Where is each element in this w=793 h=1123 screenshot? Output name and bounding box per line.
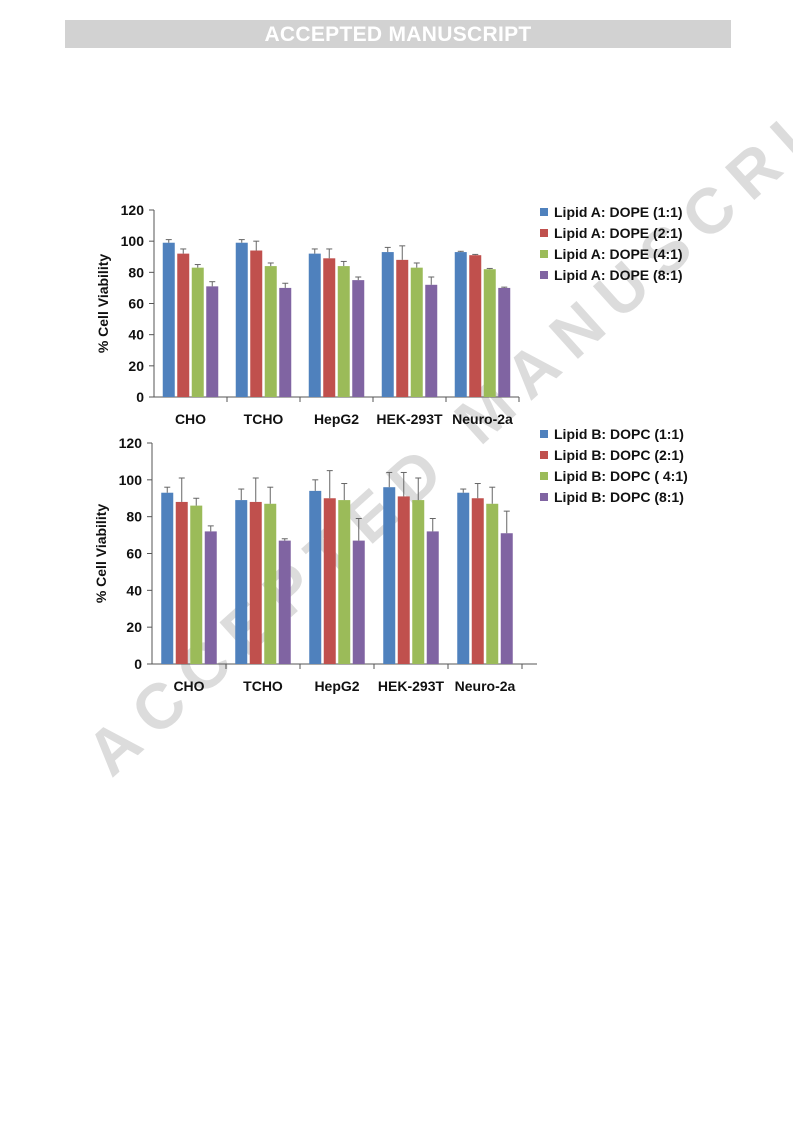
y-tick-label: 80	[128, 264, 144, 280]
bar	[204, 531, 217, 664]
y-tick-label: 40	[128, 327, 144, 343]
y-axis-label: % Cell Viability	[95, 254, 111, 354]
legend-swatch	[540, 250, 548, 258]
y-tick-label: 20	[126, 619, 142, 635]
bar	[426, 531, 439, 664]
bar	[264, 266, 277, 397]
y-tick-label: 120	[121, 202, 145, 218]
bar	[308, 253, 321, 397]
category-label: TCHO	[243, 678, 283, 694]
bar	[337, 266, 350, 397]
y-tick-label: 0	[134, 656, 142, 672]
bar	[278, 540, 291, 664]
bar	[425, 284, 438, 397]
category-label: CHO	[175, 411, 206, 427]
chart-top-lipid-a: 0 20 40 60 80 100 120 % Cell Viability CHO TCHO He…	[95, 202, 683, 427]
legend-swatch	[540, 451, 548, 459]
y-axis-label: % Cell Viability	[93, 504, 109, 604]
category-label: Neuro-2a	[455, 678, 516, 694]
legend-label: Lipid A: DOPE (2:1)	[554, 225, 683, 241]
y-tick-label: 40	[126, 582, 142, 598]
legend-label: Lipid A: DOPE (1:1)	[554, 204, 683, 220]
legend-label: Lipid B: DOPC (1:1)	[554, 426, 684, 442]
legend-label: Lipid B: DOPC (8:1)	[554, 489, 684, 505]
bar	[309, 490, 322, 664]
category-label: CHO	[173, 678, 204, 694]
bar	[381, 252, 394, 397]
bar	[486, 503, 499, 664]
bar	[175, 501, 188, 664]
legend-swatch	[540, 472, 548, 480]
bar	[469, 255, 482, 397]
category-label: TCHO	[244, 411, 284, 427]
bar	[250, 250, 263, 397]
bar	[235, 500, 248, 664]
bar	[410, 267, 423, 397]
legend-swatch	[540, 271, 548, 279]
bar	[352, 280, 365, 397]
bar	[454, 252, 467, 397]
bar	[191, 267, 204, 397]
bar	[323, 498, 336, 664]
bar	[190, 505, 203, 664]
bar	[412, 500, 425, 664]
legend-label: Lipid B: DOPC (2:1)	[554, 447, 684, 463]
bar	[338, 500, 351, 664]
bar	[177, 253, 190, 397]
accepted-manuscript-banner: ACCEPTED MANUSCRIPT	[65, 20, 731, 48]
bar	[457, 492, 470, 664]
y-tick-label: 100	[119, 472, 143, 488]
bar	[383, 487, 396, 664]
category-label: HEK-293T	[376, 411, 443, 427]
bar	[483, 269, 496, 397]
y-tick-label: 120	[119, 435, 143, 451]
y-tick-label: 0	[136, 389, 144, 405]
y-tick-label: 80	[126, 509, 142, 525]
bar	[161, 492, 174, 664]
legend-swatch	[540, 208, 548, 216]
bar	[206, 286, 219, 397]
bar	[471, 498, 484, 664]
bar	[279, 287, 292, 397]
bar	[162, 242, 175, 397]
legend-swatch	[540, 430, 548, 438]
legend-label: Lipid B: DOPC ( 4:1)	[554, 468, 688, 484]
bar	[498, 287, 511, 397]
bar	[500, 533, 513, 664]
bar	[396, 259, 409, 397]
category-label: HepG2	[314, 678, 359, 694]
y-tick-label: 100	[121, 233, 145, 249]
legend-label: Lipid A: DOPE (4:1)	[554, 246, 683, 262]
bar	[352, 540, 365, 664]
legend-swatch	[540, 229, 548, 237]
category-label: HEK-293T	[378, 678, 445, 694]
chart-bottom-lipid-b: 0 20 40 60 80 100 120 % Cell Viability CHO TCHO He…	[93, 426, 688, 694]
category-label: HepG2	[314, 411, 359, 427]
y-tick-label: 20	[128, 358, 144, 374]
y-tick-label: 60	[126, 546, 142, 562]
y-tick-label: 60	[128, 296, 144, 312]
legend-swatch	[540, 493, 548, 501]
category-label: Neuro-2a	[452, 411, 513, 427]
legend-label: Lipid A: DOPE (8:1)	[554, 267, 683, 283]
bar	[249, 501, 262, 664]
bar	[397, 496, 410, 664]
bar	[264, 503, 277, 664]
bar	[235, 242, 248, 397]
bar	[323, 258, 336, 397]
